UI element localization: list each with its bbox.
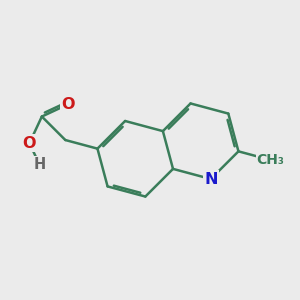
Text: O: O — [23, 136, 36, 151]
Text: O: O — [62, 97, 75, 112]
Text: N: N — [204, 172, 218, 187]
Text: CH₃: CH₃ — [256, 153, 284, 167]
Text: H: H — [33, 157, 46, 172]
